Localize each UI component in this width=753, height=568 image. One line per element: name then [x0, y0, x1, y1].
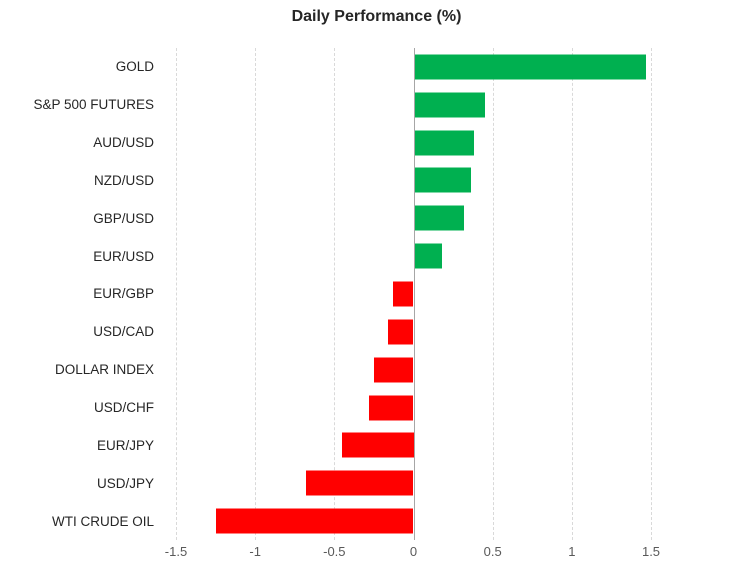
- zero-axis-line: [413, 48, 415, 540]
- bar-row: [176, 124, 651, 162]
- bar-usd-cad: [388, 319, 414, 345]
- x-tick-label: 0.5: [483, 544, 502, 559]
- bar-eur-jpy: [342, 432, 414, 458]
- bar-row: [176, 86, 651, 124]
- bar-nzd-usd: [413, 167, 471, 193]
- chart-title: Daily Performance (%): [291, 8, 462, 25]
- x-tick-label: -0.5: [323, 544, 346, 559]
- bar-row: [176, 162, 651, 200]
- plot-area: [176, 48, 652, 540]
- bar-row: [176, 464, 651, 502]
- x-tick-label: 1.5: [641, 544, 661, 559]
- category-label: EUR/USD: [93, 248, 154, 264]
- category-label: WTI CRUDE OIL: [51, 513, 154, 529]
- gridline: [334, 48, 336, 540]
- bar-aud-usd: [413, 130, 474, 156]
- x-tick-label: 0: [409, 544, 418, 559]
- bar-usd-chf: [369, 395, 414, 421]
- category-label: USD/JPY: [96, 475, 154, 491]
- bar-row: [176, 199, 651, 237]
- x-axis: -1.5 -1 -0.5 0 0.5 1 1.5: [165, 544, 660, 564]
- category-label: DOLLAR INDEX: [54, 362, 154, 378]
- category-label: EUR/JPY: [96, 437, 154, 453]
- bar-row: [176, 237, 651, 275]
- category-label: AUD/USD: [93, 135, 154, 151]
- bar-row: [176, 313, 651, 351]
- bar-eur-usd: [413, 243, 442, 269]
- category-label: GBP/USD: [93, 210, 154, 226]
- gridline: [255, 48, 257, 540]
- category-label: NZD/USD: [94, 172, 154, 188]
- category-label: GOLD: [115, 59, 154, 75]
- gridline: [571, 48, 573, 540]
- bar-row: [176, 502, 651, 540]
- bar-row: [176, 351, 651, 389]
- category-label: USD/CAD: [93, 324, 154, 340]
- category-labels: GOLD S&P 500 FUTURES AUD/USD NZD/USD GBP/USD…: [0, 48, 166, 540]
- bar-gbp-usd: [413, 205, 465, 231]
- bar-wti-crude-oil: [215, 508, 414, 534]
- gridline: [651, 48, 652, 540]
- bar-row: [176, 389, 651, 427]
- category-label: USD/CHF: [94, 400, 154, 416]
- category-label: S&P 500 FUTURES: [33, 97, 154, 113]
- bars-area: [176, 48, 651, 540]
- bar-row: [176, 275, 651, 313]
- bar-eur-gbp: [392, 281, 414, 307]
- bar-s-p-500-futures: [413, 92, 485, 118]
- x-tick-label: -1.5: [164, 544, 188, 559]
- bar-gold: [413, 54, 647, 80]
- x-tick-label: -1: [249, 544, 261, 559]
- gridline: [176, 48, 177, 540]
- x-tick-label: 1: [568, 544, 576, 559]
- bar-usd-jpy: [305, 470, 414, 496]
- bar-dollar-index: [373, 357, 414, 383]
- gridline: [492, 48, 494, 540]
- bar-row: [176, 426, 651, 464]
- category-label: EUR/GBP: [93, 286, 154, 302]
- bar-row: [176, 48, 651, 86]
